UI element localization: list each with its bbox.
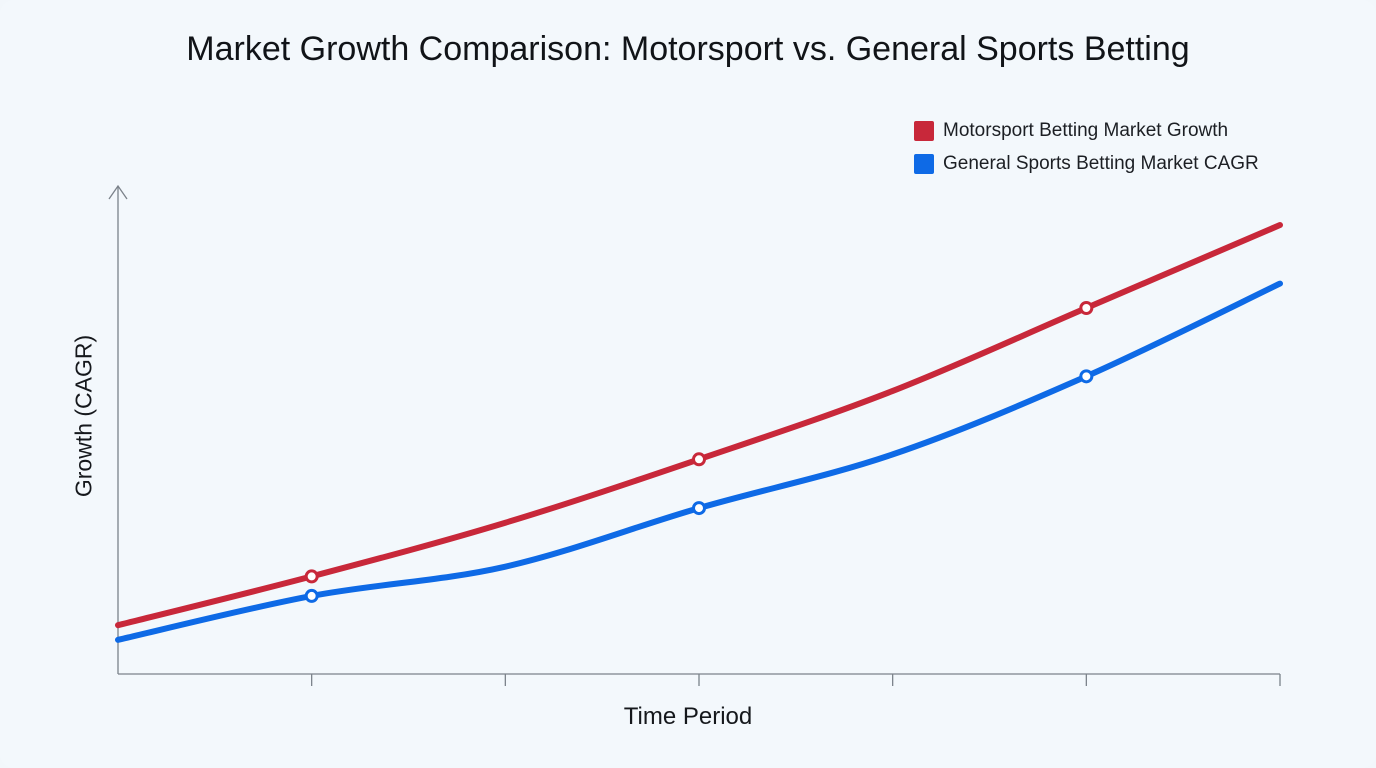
data-point-motorsport-2 [692,452,706,467]
data-point-motorsport-1 [304,569,319,584]
x-axis-label: Time Period [623,703,753,730]
legend-swatch-motorsport [914,120,934,141]
axes [108,184,1281,686]
series-layer [115,222,1283,643]
series-general [115,280,1283,643]
series-motorsport [115,222,1283,629]
legend-item-motorsport: Motorsport Betting Market Growth [914,114,1259,147]
legend-label-motorsport: Motorsport Betting Market Growth [943,119,1229,141]
y-axis-arrow [108,184,128,200]
legend-swatch-general [914,153,934,174]
data-point-general-2 [692,501,706,516]
chart-title: Market Growth Comparison: Motorsport vs.… [186,30,1190,68]
data-point-general-1 [304,588,319,603]
data-point-general-3 [1079,369,1094,384]
data-point-motorsport-3 [1079,301,1094,315]
legend-item-general: General Sports Betting Market CAGR [914,147,1259,180]
legend: Motorsport Betting Market Growth General… [914,114,1259,180]
series-line-motorsport [115,222,1283,629]
legend-label-general: General Sports Betting Market CAGR [943,152,1259,174]
